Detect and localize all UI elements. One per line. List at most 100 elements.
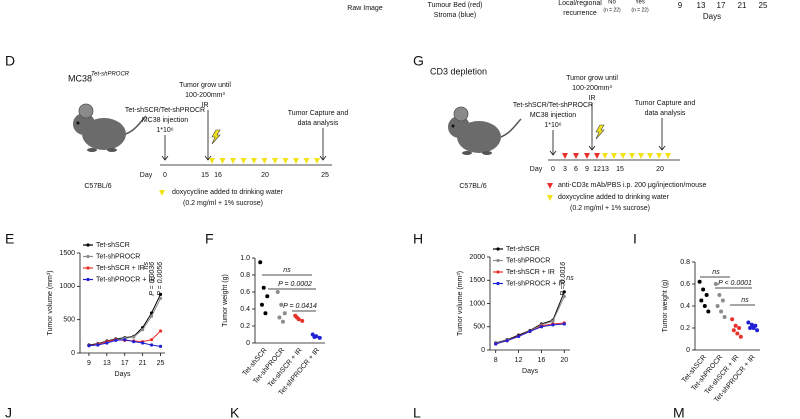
label: Raw Image (347, 5, 383, 12)
triangle-marker (261, 158, 268, 164)
label: 12 (593, 166, 601, 173)
label: 9 (678, 1, 683, 10)
series-line (495, 291, 565, 344)
annotation: P = 0.0056 (157, 262, 164, 296)
triangle-marker (251, 158, 257, 164)
annotation: P = 0.0414 (283, 303, 317, 310)
x-tick-label: 8 (494, 357, 498, 364)
triangle-marker (611, 153, 617, 159)
data-point (516, 334, 521, 339)
mouse-icon (447, 106, 522, 156)
label: Tet-shSCR/Tet-shPROCR (513, 102, 593, 109)
y-tick-label: 2000 (469, 254, 485, 261)
panel-label: K (230, 405, 240, 419)
data-point (132, 340, 136, 344)
y-tick-label: 0 (686, 347, 690, 354)
data-point (494, 342, 498, 346)
data-point (158, 292, 163, 296)
x-tick-label: 20 (560, 357, 568, 364)
triangle-marker (620, 153, 626, 159)
label: IR (589, 95, 596, 102)
legend-label: Tet-shPROCR (96, 253, 140, 260)
legend-swatch (86, 243, 90, 247)
triangle-marker (547, 195, 553, 201)
data-point (265, 294, 270, 299)
data-point (746, 320, 751, 325)
x-tick-label: 17 (121, 360, 129, 367)
data-point (149, 343, 154, 347)
label: 1*10⁶ (156, 127, 173, 134)
label: Tet-shSCR/Tet-shPROCR (125, 107, 205, 114)
label: No (608, 0, 616, 6)
data-point (706, 309, 711, 314)
label: C57BL/6 (459, 183, 486, 190)
data-point (730, 317, 735, 322)
label: MC38 injection (530, 112, 576, 119)
y-axis-label: Tumor weight (g) (662, 280, 669, 333)
label: (n = 22) (603, 7, 621, 13)
panel-label: M (673, 405, 685, 419)
annotation: ns (712, 269, 720, 276)
label: 25 (759, 1, 768, 10)
data-point (158, 296, 163, 300)
data-point (259, 302, 264, 307)
y-tick-label: 0.8 (240, 272, 250, 279)
label: 16 (214, 172, 222, 179)
triangle-marker (629, 153, 635, 159)
label: Local/regional (558, 0, 602, 7)
data-point (312, 335, 317, 340)
label: (0.2 mg/ml + 1% sucrose) (183, 200, 263, 207)
label: C57BL/6 (84, 183, 111, 190)
label: Tet-shPROCR (91, 72, 130, 78)
x-tick-label: 13 (103, 360, 111, 367)
data-point (717, 293, 722, 297)
annotation: P = 0.0016 (560, 262, 567, 296)
data-point (749, 322, 754, 327)
annotation: P = 0.0036 (149, 262, 156, 296)
annotation: ns (283, 267, 291, 274)
label: 100-200mm³ (572, 85, 612, 92)
triangle-marker (638, 153, 644, 159)
triangle-marker (647, 153, 653, 159)
label: Tumor grow until (566, 75, 618, 82)
x-axis-label: Days (115, 371, 131, 378)
data-point (735, 331, 740, 336)
legend-label: Tet-shPROCR + IR (506, 280, 565, 287)
triangle-marker (656, 153, 662, 159)
annotation: ns (741, 297, 749, 304)
data-point (114, 338, 118, 342)
label: (n = 22) (631, 7, 649, 13)
legend-label: Tet-shSCR + IR (96, 265, 145, 272)
data-point (149, 314, 154, 318)
data-point (96, 343, 100, 347)
data-point (562, 322, 566, 326)
data-point (551, 323, 555, 327)
label: 9 (585, 166, 589, 173)
y-tick-label: 0.6 (240, 289, 250, 296)
data-point (261, 285, 266, 290)
data-point (722, 315, 727, 319)
triangle-marker (240, 158, 247, 164)
data-point (528, 329, 532, 333)
y-tick-label: 0 (71, 350, 75, 357)
label: 25 (321, 172, 329, 179)
label: Yes (635, 0, 645, 6)
data-point (699, 298, 704, 303)
label: 20 (261, 172, 269, 179)
legend-label: Tet-shSCR + IR (506, 269, 555, 276)
data-point (258, 260, 263, 265)
y-tick-label: 0 (246, 340, 250, 347)
triangle-marker (209, 158, 215, 164)
label: Day (140, 172, 153, 179)
data-point (282, 311, 287, 316)
label: (0.2 mg/ml + 1% sucrose) (570, 205, 650, 212)
annotation: P = 0.0002 (278, 281, 312, 288)
label: 6 (574, 166, 578, 173)
triangle-marker (602, 153, 608, 159)
y-tick-label: 1500 (59, 250, 75, 257)
y-tick-label: 500 (473, 324, 485, 331)
label: recurrence (563, 10, 597, 17)
data-point (748, 326, 753, 330)
label: Tumor Capture and (288, 110, 349, 117)
y-axis-label: Tumor volume (mm³) (47, 270, 54, 335)
